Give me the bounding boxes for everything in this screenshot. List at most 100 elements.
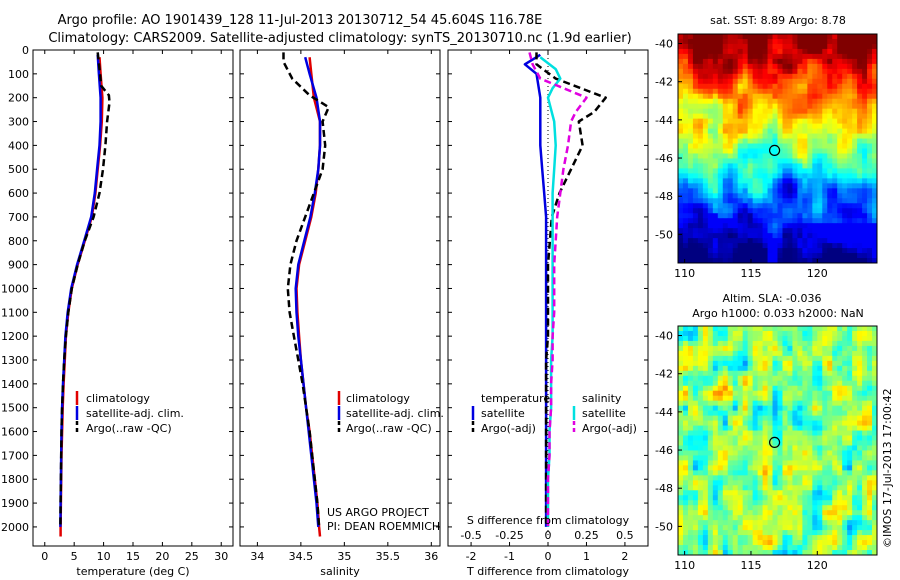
map-cell [802, 500, 808, 506]
map-cell [852, 198, 858, 204]
map-cell [797, 118, 803, 125]
x-tick-label: 110 [674, 559, 695, 572]
map-cell [812, 34, 818, 40]
map-cell [772, 470, 778, 476]
map-cell [732, 213, 739, 219]
map-cell [737, 445, 744, 451]
map-cell [827, 365, 833, 372]
map-cell [787, 228, 793, 234]
map-cell [692, 430, 699, 436]
map-cell [752, 425, 759, 431]
map-cell [717, 53, 724, 60]
map-cell [832, 340, 838, 347]
map-cell [797, 73, 803, 80]
map-cell [712, 535, 719, 541]
map-cell [862, 34, 868, 40]
map-cell [722, 370, 729, 377]
map-cell [797, 505, 803, 511]
map-cell [762, 34, 768, 40]
map-cell [752, 545, 759, 551]
map-cell [822, 435, 828, 441]
map-cell [842, 395, 848, 402]
map-cell [747, 168, 754, 174]
map-cell [787, 83, 793, 90]
map-cell [712, 470, 719, 476]
map-cell [678, 365, 684, 372]
map-cell [762, 490, 768, 496]
map-cell [817, 455, 823, 461]
map-cell [777, 425, 783, 431]
map-cell [767, 48, 773, 55]
map-cell [742, 108, 749, 115]
map-cell [802, 238, 808, 244]
map-cell [722, 380, 729, 387]
legend-label-argo: Argo(..raw -QC) [346, 422, 432, 435]
map-cell [762, 158, 768, 164]
map-cell [822, 133, 828, 139]
map-cell [752, 485, 759, 491]
map-cell [792, 243, 798, 249]
map-cell [817, 480, 823, 486]
map-cell [682, 228, 689, 234]
map-cell [862, 73, 868, 80]
map-cell [842, 375, 848, 382]
map-cell [682, 203, 689, 209]
map-cell [702, 505, 709, 511]
map-cell [692, 153, 699, 159]
map-cell [817, 525, 823, 531]
map-cell [757, 410, 763, 417]
map-cell [737, 470, 744, 476]
map-cell [817, 168, 823, 174]
map-cell [737, 198, 744, 204]
map-cell [692, 405, 699, 412]
map-cell [722, 535, 729, 541]
map-cell [767, 330, 773, 337]
map-cell [792, 168, 798, 174]
map-cell [847, 178, 853, 184]
map-cell [707, 58, 714, 65]
map-cell [872, 108, 878, 115]
map-cell [697, 78, 704, 85]
map-cell [717, 420, 724, 426]
map-cell [747, 440, 754, 446]
map-cell [682, 330, 689, 337]
map-cell [822, 108, 828, 115]
map-cell [867, 515, 873, 521]
map-cell [767, 445, 773, 451]
map-cell [827, 63, 833, 70]
map-cell [792, 435, 798, 441]
map-cell [742, 425, 749, 431]
map-cell [822, 360, 828, 367]
map-cell [727, 108, 734, 115]
map-cell [682, 445, 689, 451]
map-cell [747, 53, 754, 60]
map-cell [822, 98, 828, 105]
map-cell [772, 103, 778, 110]
map-cell [822, 495, 828, 501]
map-cell [678, 380, 684, 387]
map-cell [692, 350, 699, 357]
map-cell [822, 350, 828, 357]
temperature-axes [32, 49, 234, 547]
map-cell [867, 380, 873, 387]
map-cell [687, 460, 694, 466]
map-cell [752, 153, 759, 159]
map-cell [802, 525, 808, 531]
map-cell [757, 238, 763, 244]
map-cell [722, 133, 729, 139]
map-cell [842, 410, 848, 417]
map-cell [687, 128, 694, 134]
map-cell [842, 370, 848, 377]
map-cell [807, 550, 813, 556]
map-cell [872, 138, 878, 144]
map-cell [777, 178, 783, 184]
map-cell [707, 138, 714, 144]
map-cell [727, 390, 734, 397]
map-cell [842, 168, 848, 174]
map-cell [787, 460, 793, 466]
map-cell [842, 63, 848, 70]
map-cell [678, 163, 684, 169]
map-cell [827, 350, 833, 357]
map-cell [757, 450, 763, 456]
map-cell [682, 400, 689, 407]
